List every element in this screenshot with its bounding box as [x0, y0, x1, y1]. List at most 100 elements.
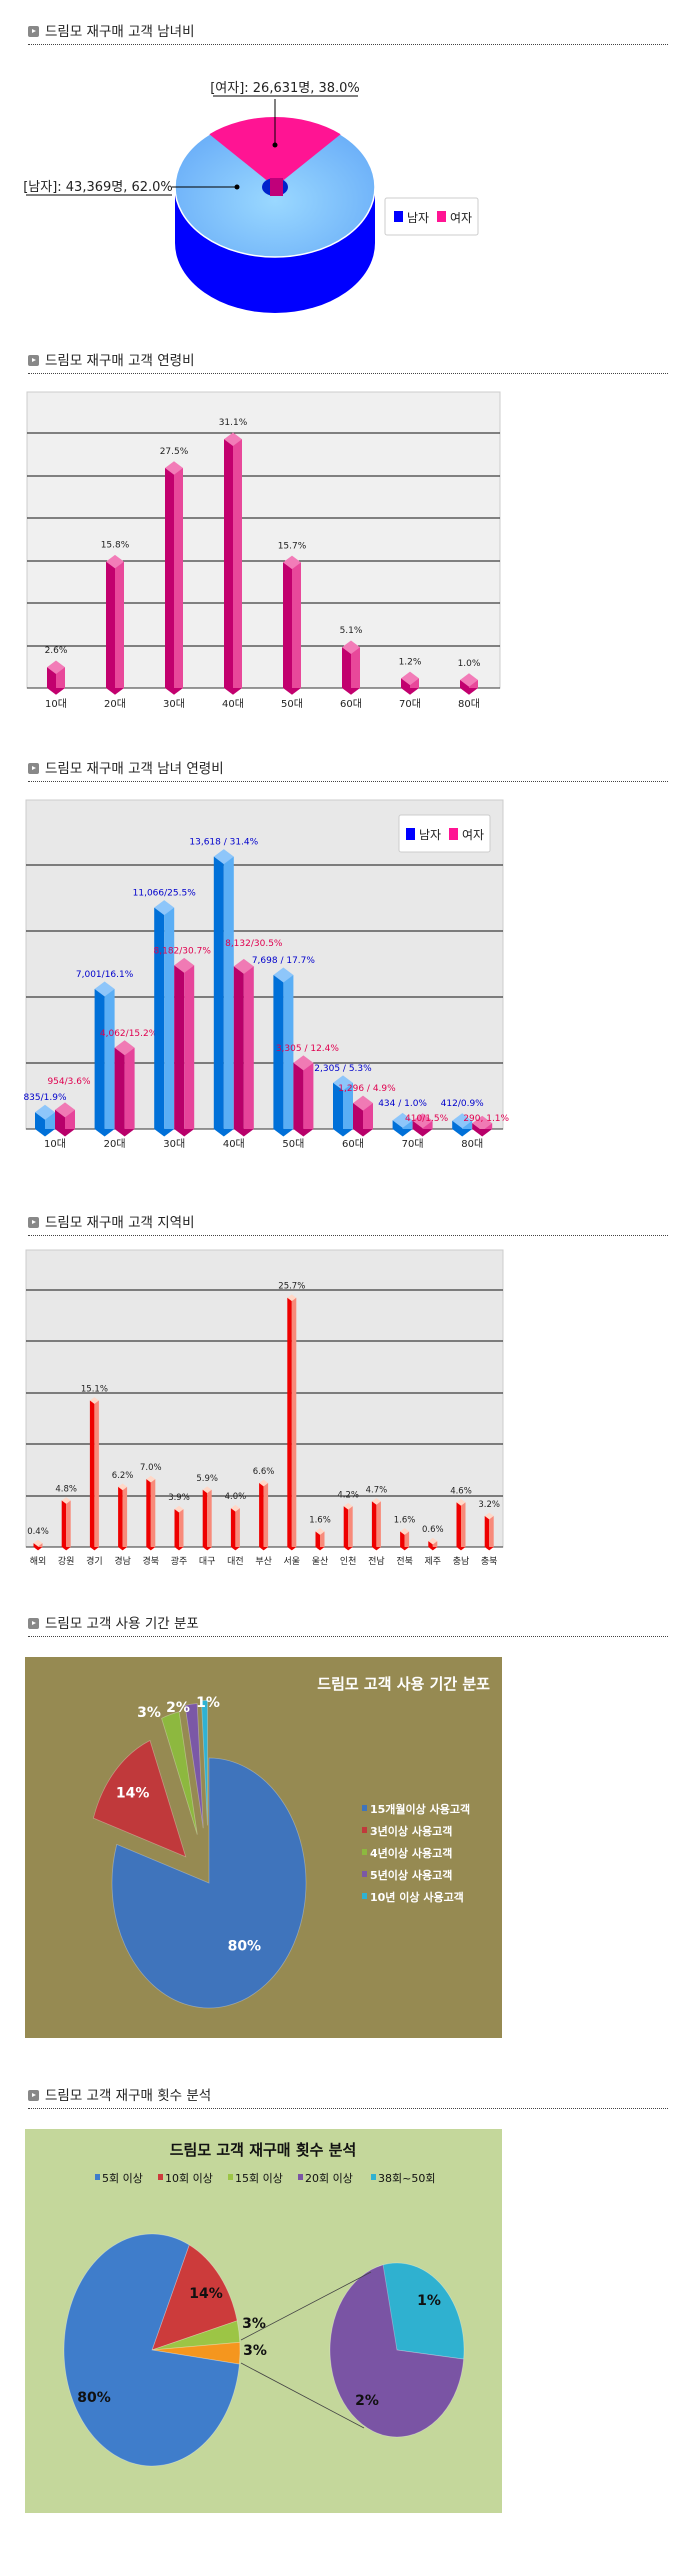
x-tick-label: 80대: [458, 698, 480, 710]
x-tick-label: 광주: [171, 1555, 188, 1567]
bar-right-face: [66, 1500, 71, 1547]
bar-bottom: [165, 688, 183, 695]
data-label: 15.8%: [101, 541, 130, 551]
x-tick-label: 인천: [340, 1556, 357, 1567]
legend-label-female: 여자: [462, 828, 484, 842]
bar-right-face: [184, 965, 195, 1129]
data-label: 31.1%: [219, 418, 248, 428]
legend-label-male: 남자: [419, 828, 441, 842]
x-tick-label: 해외: [30, 1555, 47, 1567]
legend-label: 5회 이상: [102, 2172, 143, 2185]
bar-left-face: [33, 1543, 38, 1547]
bar-top-face: [89, 1397, 99, 1404]
bar-male: [452, 1113, 473, 1137]
bar-top-face: [61, 1497, 71, 1504]
bar-right-face: [207, 1489, 212, 1547]
data-label: 0.6%: [422, 1525, 444, 1535]
legend-label: 15회 이상: [235, 2172, 283, 2185]
divider: [28, 781, 668, 782]
bar-top-face: [472, 1115, 493, 1131]
bar-top-face: [412, 1113, 433, 1129]
x-tick-label: 부산: [255, 1556, 272, 1567]
bar-female: [472, 1115, 493, 1137]
bar-top-face: [392, 1112, 413, 1128]
bar-right-face: [235, 1508, 240, 1547]
bar-region: [33, 1539, 43, 1551]
bar-bottom: [61, 1547, 71, 1551]
legend-swatch: [362, 1871, 367, 1877]
bar-left-face: [353, 1103, 363, 1129]
data-label: 5.1%: [340, 626, 363, 636]
legend-label: 10회 이상: [165, 2172, 213, 2185]
bar-top-face: [484, 1512, 494, 1520]
slice-label: 2%: [166, 1700, 190, 1716]
bar-bottom: [460, 688, 478, 695]
bar-right-face: [124, 1047, 135, 1129]
bar-left-face: [371, 1501, 377, 1547]
bar-right-face: [320, 1531, 325, 1547]
connector-line: [240, 2271, 372, 2341]
bar-left-face: [61, 1500, 67, 1547]
x-tick-label: 강원: [58, 1556, 75, 1567]
bar-left-face: [174, 965, 185, 1129]
slice-label: 1%: [196, 1695, 220, 1711]
x-tick-label: 50대: [281, 698, 303, 710]
bar-left-face: [259, 1482, 264, 1547]
x-tick-label: 충북: [481, 1556, 498, 1567]
slice-label: 3%: [243, 2343, 267, 2359]
legend-label: 3년이상 사용고객: [370, 1824, 452, 1838]
bar-bottom: [353, 1129, 373, 1137]
bar-bottom: [392, 1129, 413, 1137]
bar-right-face: [422, 1120, 433, 1129]
label-male: [남자]: 43,369명, 62.0%: [23, 180, 173, 195]
bullet-icon: [28, 1217, 39, 1228]
bar-bottom: [174, 1547, 184, 1551]
bar-right-face: [303, 1062, 314, 1129]
data-label: 7.0%: [140, 1463, 162, 1473]
bar-male: [154, 900, 175, 1137]
bar-right-face: [164, 907, 175, 1129]
bar-region: [89, 1397, 99, 1551]
bar-age: [106, 554, 124, 695]
bar-female: [114, 1040, 135, 1137]
legend-swatch-male: [406, 828, 415, 840]
data-label: 6.6%: [253, 1467, 275, 1477]
bar-bottom: [259, 1547, 269, 1551]
bar-left-face: [114, 1047, 125, 1129]
bar-right-face: [462, 1120, 473, 1129]
bar-right-face: [38, 1543, 43, 1547]
bar-bottom: [47, 688, 65, 695]
bar-top-face: [114, 1040, 135, 1056]
x-tick-label: 60대: [342, 1138, 364, 1150]
legend-swatch: [362, 1805, 367, 1811]
bar-left-face: [400, 1531, 405, 1547]
section-header-repurchase: 드림모 고객 재구매 횟수 분석: [28, 2086, 668, 2109]
pie-slice: [63, 2233, 240, 2467]
bar-top-face: [401, 671, 419, 686]
bullet-icon: [28, 26, 39, 37]
slice-label: 1%: [417, 2293, 441, 2309]
data-label: 6.2%: [112, 1471, 134, 1481]
bar-left-face: [89, 1400, 95, 1547]
bar-top-face: [400, 1528, 410, 1535]
bar-right-face: [283, 975, 294, 1129]
x-tick-label: 전북: [396, 1556, 413, 1567]
data-label: 5.9%: [196, 1474, 218, 1484]
slice-label: 14%: [116, 1786, 150, 1802]
bar-female: [174, 957, 195, 1137]
bar-top-face: [342, 640, 360, 654]
bar-left-face: [106, 561, 115, 688]
legend-swatch: [228, 2174, 233, 2180]
bar-right-face: [150, 1479, 156, 1547]
bar-bottom: [343, 1547, 353, 1551]
x-tick-label: 30대: [163, 1138, 185, 1150]
bar-left-face: [47, 667, 56, 688]
section-header-age: 드림모 재구매 고객 연령비: [28, 351, 668, 374]
legend-swatch: [95, 2174, 100, 2180]
bar-top-face: [460, 673, 478, 687]
bar-top-face: [259, 1479, 269, 1487]
legend-label: 15개월이상 사용고객: [370, 1802, 470, 1816]
bar-right-face: [291, 1297, 297, 1547]
bar-right-face: [45, 1112, 55, 1129]
bar-top-face: [174, 1505, 184, 1513]
